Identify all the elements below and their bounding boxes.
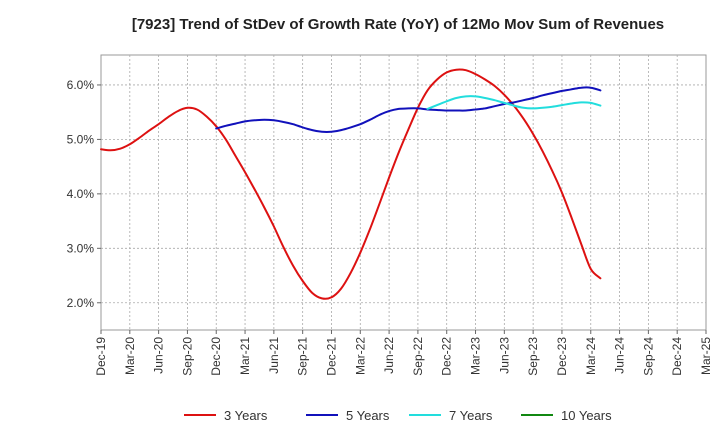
x-tick-label: Jun-23 (497, 337, 511, 374)
legend-label-7-years: 7 Years (449, 408, 493, 423)
y-axis: 2.0% 3.0% 4.0% 5.0% 6.0% (67, 78, 101, 310)
x-tick-label: Dec-20 (209, 337, 223, 376)
x-tick-label: Jun-24 (613, 337, 627, 374)
series-line-5-years (215, 86, 602, 134)
x-tick-label: Dec-22 (440, 337, 454, 376)
series-line-7-years (426, 95, 602, 110)
x-tick-label: Jun-21 (267, 337, 281, 374)
x-tick-label: Mar-22 (353, 337, 367, 375)
x-tick-label: Mar-24 (584, 337, 598, 375)
y-tick-label: 5.0% (67, 132, 95, 146)
legend-label-5-years: 5 Years (346, 408, 390, 423)
x-tick-label: Mar-23 (469, 337, 483, 375)
legend-label-10-years: 10 Years (561, 408, 612, 423)
series-line-3-years (100, 68, 602, 300)
y-tick-label: 4.0% (67, 187, 95, 201)
x-tick-label: Mar-25 (699, 337, 713, 375)
x-tick-label: Sep-24 (641, 337, 655, 376)
x-tick-label: Sep-23 (526, 337, 540, 376)
y-tick-label: 3.0% (67, 241, 95, 255)
x-tick-label: Dec-21 (324, 337, 338, 376)
x-tick-label: Dec-23 (555, 337, 569, 376)
series-lines (100, 68, 602, 300)
x-tick-label: Jun-22 (382, 337, 396, 374)
x-tick-label: Sep-22 (411, 337, 425, 376)
x-tick-label: Mar-20 (123, 337, 137, 375)
x-tick-label: Mar-21 (238, 337, 252, 375)
chart-title: [7923] Trend of StDev of Growth Rate (Yo… (132, 16, 664, 33)
y-tick-label: 2.0% (67, 296, 95, 310)
x-tick-label: Dec-24 (670, 337, 684, 376)
legend-label-3-years: 3 Years (224, 408, 268, 423)
y-tick-label: 6.0% (67, 78, 95, 92)
plot-area (100, 54, 707, 331)
x-tick-label: Dec-19 (94, 337, 108, 376)
x-tick-label: Sep-21 (296, 337, 310, 376)
legend: 3 Years 5 Years 7 Years 10 Years (184, 408, 612, 423)
x-tick-label: Jun-20 (152, 337, 166, 374)
x-axis: Dec-19 Mar-20 Jun-20 Sep-20 Dec-20 Mar-21 Jun-… (94, 330, 713, 376)
x-tick-label: Sep-20 (180, 337, 194, 376)
